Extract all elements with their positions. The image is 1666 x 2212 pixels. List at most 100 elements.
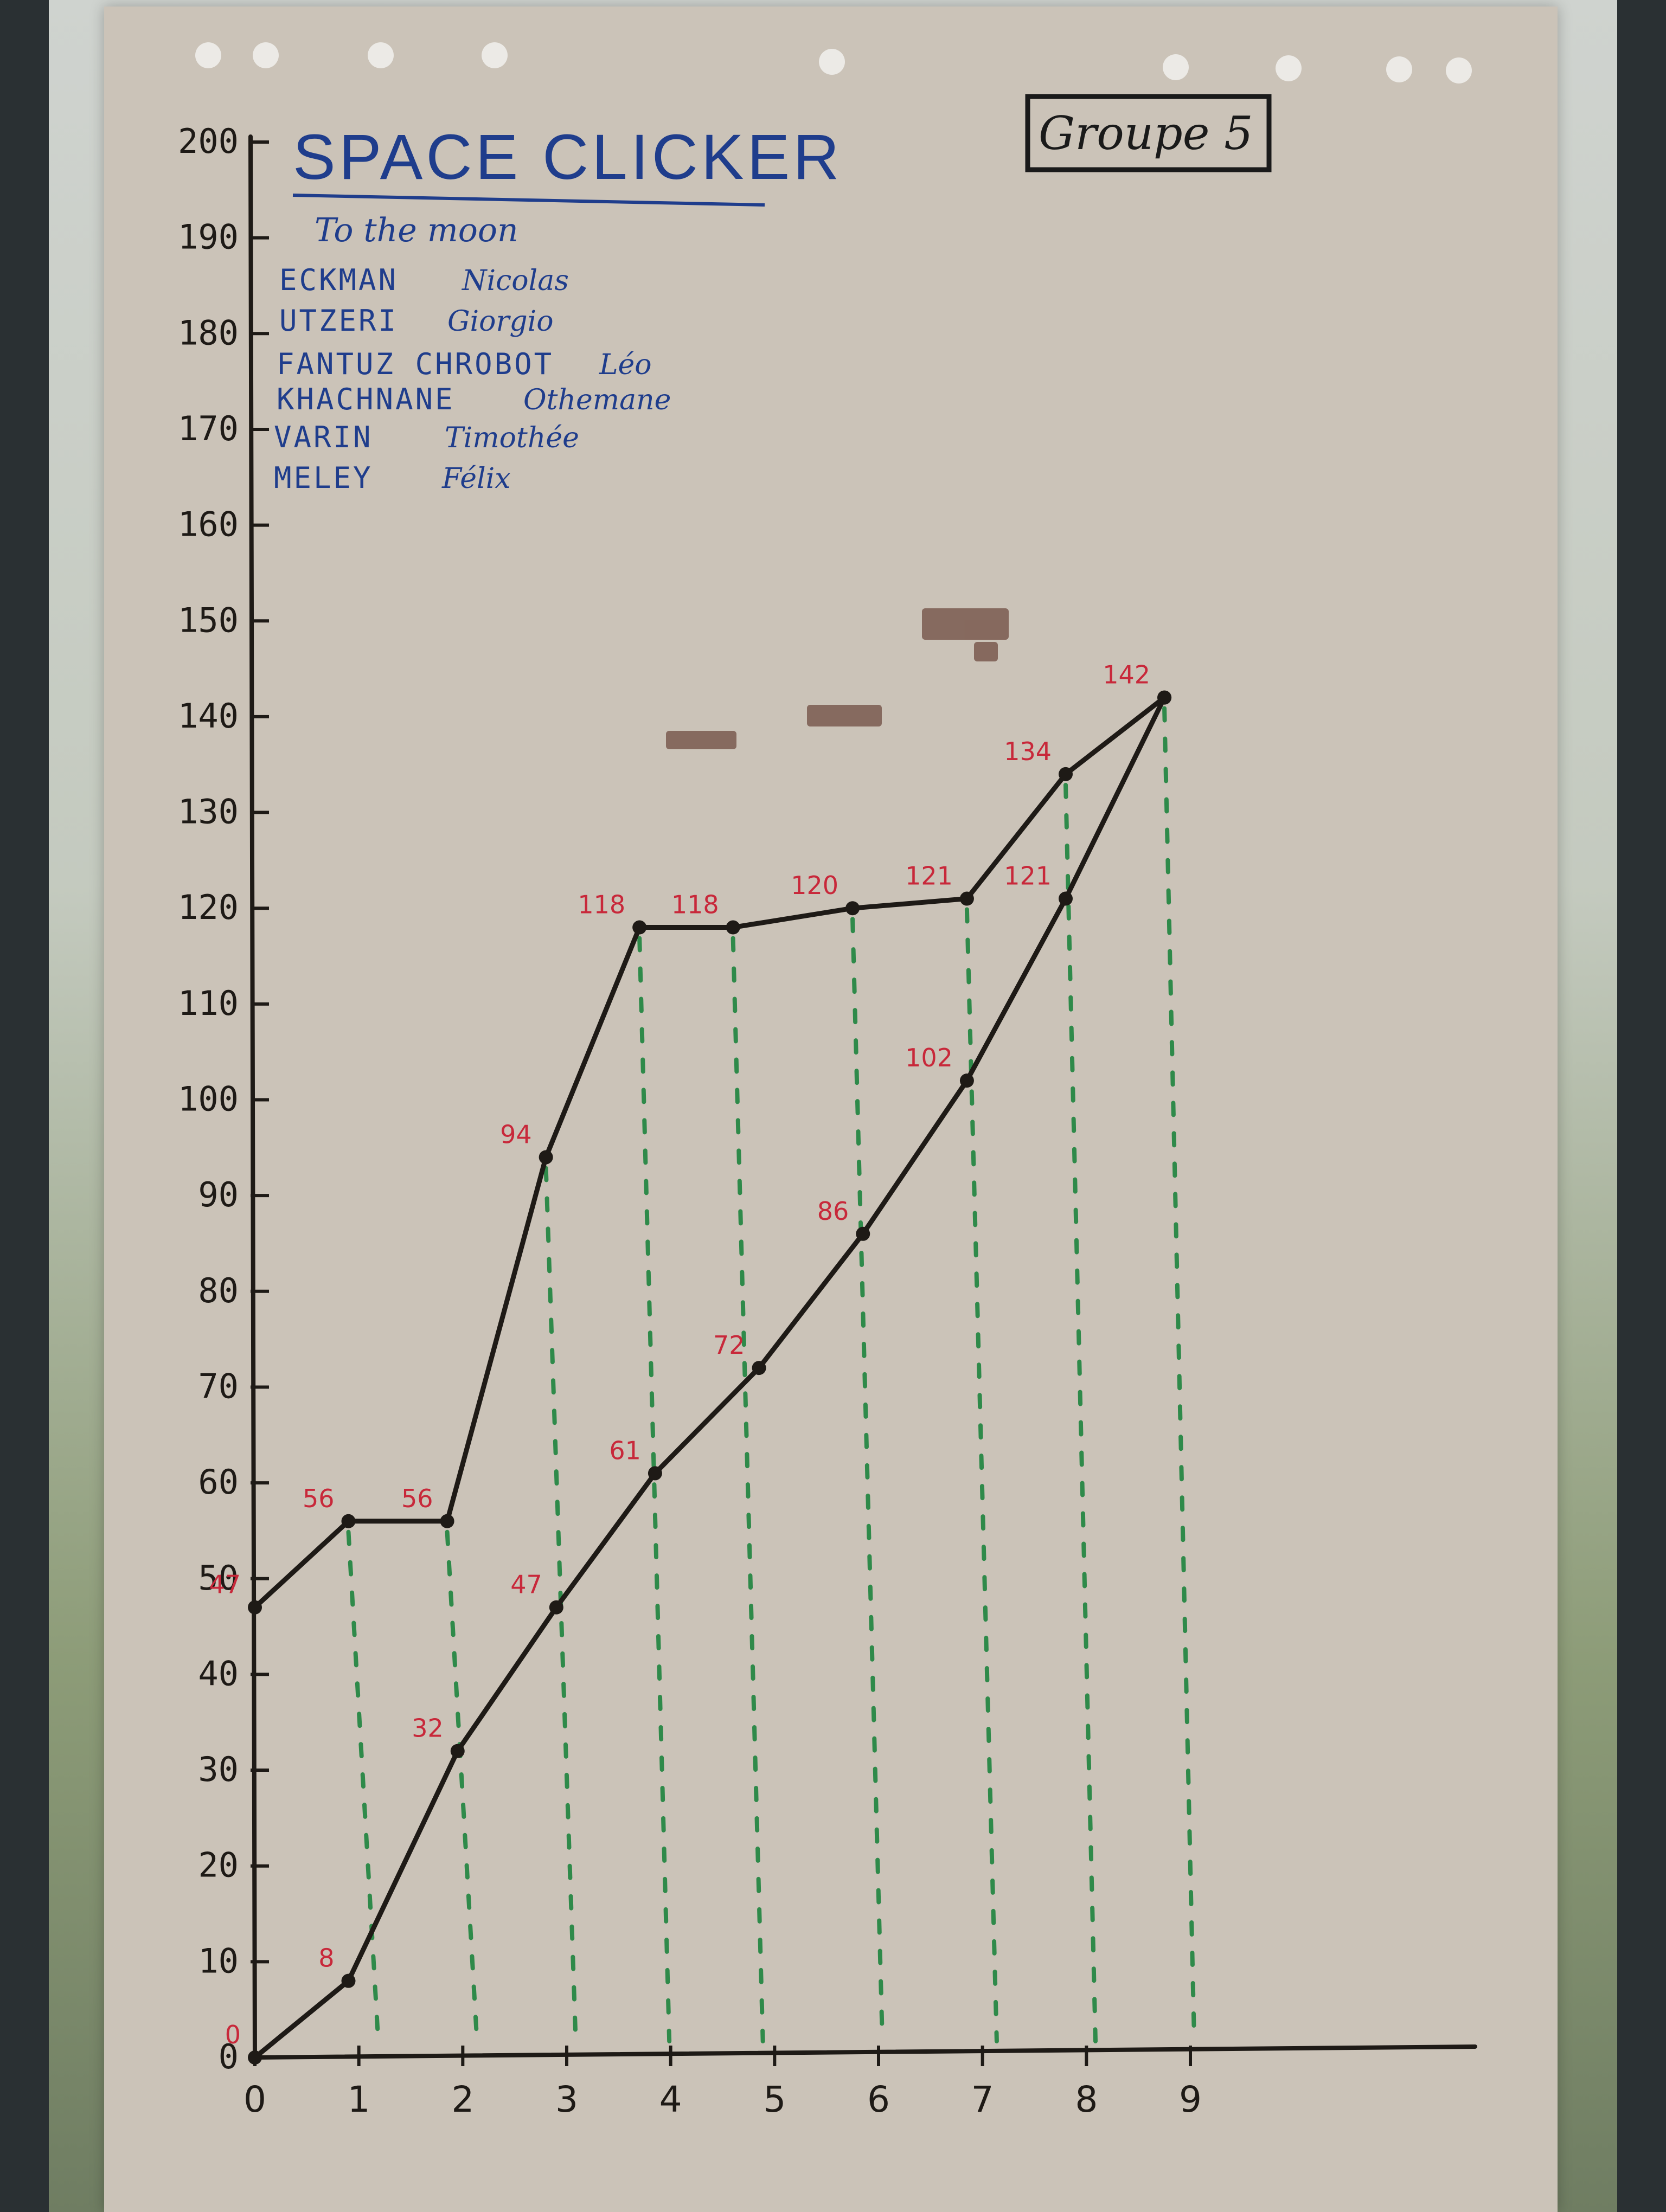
series-line-1 bbox=[252, 695, 1167, 2060]
y-tick-label: 150 bbox=[178, 600, 239, 640]
data-label: 56 bbox=[303, 1484, 335, 1513]
scribble-marks bbox=[666, 608, 1009, 749]
data-label: 56 bbox=[401, 1484, 433, 1513]
guide-lines bbox=[346, 706, 1197, 2043]
title-underline bbox=[292, 194, 765, 207]
data-point bbox=[248, 2050, 262, 2065]
data-labels: 47 56 56 94 118 118 120 121 134 142 0 8 32 47 61 72 86 10… bbox=[209, 660, 1150, 2049]
group-box bbox=[1025, 94, 1272, 172]
data-point bbox=[959, 1073, 974, 1088]
y-tick-label: 90 bbox=[198, 1175, 239, 1214]
y-tick-label: 130 bbox=[178, 792, 239, 832]
guide-line bbox=[850, 917, 885, 2043]
member-last-2: FANTUZ CHROBOT bbox=[277, 347, 554, 381]
data-label: 61 bbox=[609, 1436, 641, 1465]
paper-holes bbox=[195, 42, 1472, 83]
y-tick-label: 190 bbox=[178, 217, 239, 257]
data-label: 102 bbox=[905, 1043, 953, 1072]
data-point bbox=[1059, 891, 1073, 906]
data-label: 142 bbox=[1103, 660, 1150, 690]
data-point bbox=[856, 1226, 870, 1241]
y-tick-label: 110 bbox=[178, 983, 239, 1023]
member-last-5: MELEY bbox=[274, 461, 373, 495]
x-tick-label: 8 bbox=[1075, 2079, 1098, 2120]
y-tick-label: 30 bbox=[198, 1750, 239, 1789]
member-first-2: Léo bbox=[599, 349, 652, 381]
data-point bbox=[450, 1744, 465, 1758]
x-tick-label: 3 bbox=[555, 2079, 578, 2120]
y-tick-label: 40 bbox=[198, 1654, 239, 1693]
series-lines bbox=[252, 695, 1167, 2060]
data-label: 94 bbox=[500, 1120, 532, 1149]
data-label: 118 bbox=[578, 890, 625, 919]
data-point bbox=[1059, 767, 1073, 781]
data-point bbox=[632, 920, 647, 935]
y-tick-label: 120 bbox=[178, 888, 239, 927]
data-label: 32 bbox=[412, 1714, 444, 1743]
data-label: 120 bbox=[791, 871, 838, 900]
data-point bbox=[959, 891, 974, 906]
data-label: 47 bbox=[510, 1570, 542, 1599]
guide-line bbox=[731, 936, 765, 2043]
data-label: 72 bbox=[713, 1330, 745, 1360]
member-first-3: Othemane bbox=[523, 384, 671, 416]
x-tick-label: 0 bbox=[244, 2079, 266, 2120]
y-tick-label: 160 bbox=[178, 505, 239, 544]
data-point bbox=[341, 1973, 356, 1988]
member-first-5: Félix bbox=[441, 462, 511, 495]
flipchart-paper bbox=[104, 7, 1558, 2212]
y-tick-label: 170 bbox=[178, 409, 239, 448]
x-tick-label: 2 bbox=[451, 2079, 474, 2120]
y-tick-label: 80 bbox=[198, 1271, 239, 1310]
y-tick-label: 10 bbox=[198, 1941, 239, 1980]
member-first-0: Nicolas bbox=[461, 265, 569, 297]
data-label: 86 bbox=[817, 1197, 849, 1226]
member-last-1: UTZERI bbox=[279, 304, 398, 338]
member-last-0: ECKMAN bbox=[279, 263, 398, 297]
data-label: 134 bbox=[1004, 737, 1052, 766]
data-point bbox=[726, 920, 740, 935]
guide-line bbox=[346, 1529, 381, 2043]
y-tick-label: 100 bbox=[178, 1079, 239, 1119]
data-point bbox=[1157, 690, 1172, 705]
y-tick-label: 60 bbox=[198, 1462, 239, 1502]
guide-line bbox=[964, 907, 999, 2043]
window-frame-left bbox=[0, 0, 49, 2212]
member-last-3: KHACHNANE bbox=[277, 382, 455, 416]
y-tick-label: 180 bbox=[178, 313, 239, 352]
data-label: 47 bbox=[209, 1570, 241, 1599]
data-point bbox=[440, 1514, 454, 1528]
x-axis-line bbox=[253, 2044, 1477, 2060]
members-list: ECKMAN Nicolas UTZERI Giorgio FANTUZ CHR… bbox=[274, 263, 671, 495]
group-label: Groupe 5 bbox=[1039, 107, 1253, 160]
guide-line bbox=[1063, 782, 1098, 2043]
y-tick-label: 140 bbox=[178, 696, 239, 736]
data-label: 118 bbox=[671, 890, 719, 919]
member-first-1: Giorgio bbox=[447, 305, 554, 338]
window-frame-right bbox=[1617, 0, 1666, 2212]
guide-line bbox=[1162, 706, 1197, 2043]
data-point bbox=[341, 1514, 356, 1528]
x-tick-label: 6 bbox=[867, 2079, 890, 2120]
chart-axes: 0102030405060708090100110120130140150160… bbox=[178, 121, 1477, 2120]
data-point bbox=[845, 901, 860, 916]
guide-line bbox=[445, 1529, 479, 2043]
series-line-0 bbox=[252, 695, 1167, 1610]
data-points bbox=[248, 690, 1172, 2065]
y-tick-label: 200 bbox=[178, 121, 239, 161]
y-tick-label: 50 bbox=[198, 1558, 239, 1598]
x-tick-label: 4 bbox=[659, 2079, 682, 2120]
y-tick-label: 70 bbox=[198, 1366, 239, 1406]
member-first-4: Timothée bbox=[445, 422, 579, 454]
data-label: 121 bbox=[1004, 861, 1052, 891]
x-tick-label: 1 bbox=[348, 2079, 370, 2120]
x-tick-label: 7 bbox=[971, 2079, 994, 2120]
x-tick-label: 9 bbox=[1179, 2079, 1202, 2120]
guide-line bbox=[637, 936, 672, 2043]
poster-subtitle: To the moon bbox=[315, 211, 518, 249]
poster-title: SPACE CLICKER bbox=[293, 121, 843, 193]
data-label: 121 bbox=[905, 861, 953, 891]
data-label: 8 bbox=[318, 1944, 334, 1973]
data-point bbox=[752, 1361, 766, 1375]
